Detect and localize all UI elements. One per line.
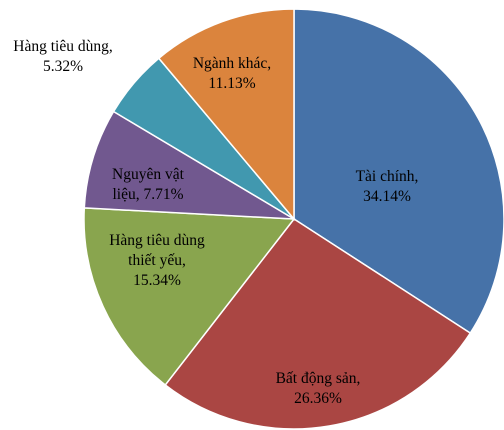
pie-slice-6 (157, 8, 295, 222)
slice-label-1: Tài chính, 34.14% (356, 168, 419, 205)
pie-slices (83, 8, 504, 430)
slice-label-2: Bất động sản, 26.36% (276, 370, 361, 407)
pie-labels: Tài chính, 34.14% Bất động sản, 26.36% Hàng … (13, 38, 418, 407)
slice-label-6: Ngành khác, 11.13% (193, 55, 271, 92)
pie-slice-2 (164, 217, 472, 430)
pie-slice-3 (83, 207, 296, 386)
slice-label-4: Nguyên vật liệu, 7.71% (112, 166, 185, 203)
slice-label-3: Hàng tiêu dùng thiết yếu, 15.34% (109, 232, 205, 289)
pie-slice-1 (293, 8, 504, 335)
slice-label-5: Hàng tiêu dùng, 5.32% (13, 38, 112, 75)
pie-slice-4 (83, 110, 295, 220)
